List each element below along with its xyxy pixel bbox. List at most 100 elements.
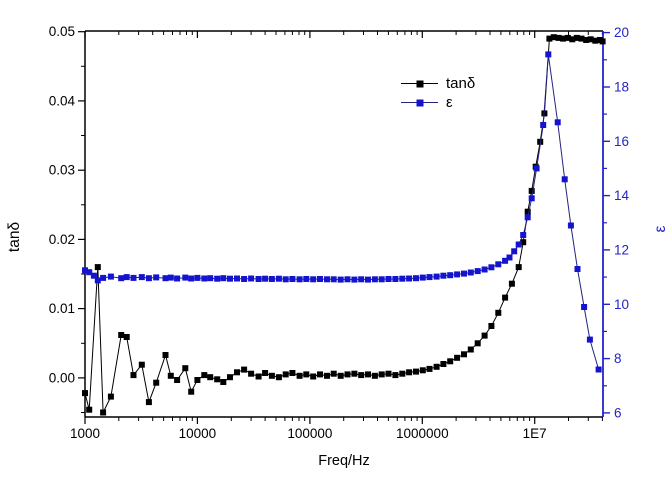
data-point-tand [194,377,201,383]
data-point-tand [454,354,461,361]
data-point-epsilon [524,214,531,221]
data-point-tand [262,370,269,376]
data-point-tand [182,365,189,372]
data-point-tand [365,371,371,378]
legend-item-epsilon: ε [401,93,475,112]
data-point-tand [587,36,594,43]
data-point-tand [426,365,433,372]
data-point-epsilon [495,261,502,268]
data-point-epsilon [406,275,413,282]
data-point-epsilon [324,276,330,283]
legend-line-sample [401,99,438,107]
data-point-epsilon [399,275,406,282]
data-point-epsilon [174,275,181,282]
data-point-tand [337,372,344,379]
data-point-epsilon [545,51,552,58]
data-point-epsilon [488,264,495,271]
data-point-tand [481,332,488,339]
data-point-epsilon [540,122,547,128]
y-left-tick-label: 0.01 [49,301,75,316]
data-point-epsilon [467,269,474,276]
y-left-tick-label: 0.02 [49,232,75,247]
data-point-tand [289,370,296,376]
data-point-tand [599,38,606,45]
data-point-tand [107,393,114,400]
data-point-epsilon [574,266,581,272]
data-point-tand [461,351,467,358]
data-point-epsilon [107,273,114,280]
data-point-epsilon [248,275,255,282]
data-point-tand [167,372,174,379]
data-point-tand [227,374,233,381]
data-point-tand [495,309,502,316]
data-point-tand [351,370,358,377]
data-point-tand [201,372,208,379]
data-point-tand [555,34,562,41]
data-point-epsilon [528,195,535,202]
data-point-tand [86,406,93,413]
data-point-epsilon [268,276,275,282]
y-right-tick-label: 6 [614,405,622,420]
data-point-epsilon [153,274,160,281]
legend-label: tanδ [446,75,476,92]
data-point-tand [296,372,303,379]
data-point-epsilon [227,275,233,282]
y-right-tick-label: 10 [614,297,629,312]
data-point-epsilon [502,257,509,264]
data-point-tand [94,264,101,271]
data-point-tand [515,264,522,271]
data-point-tand [303,371,310,378]
data-point-epsilon [419,274,426,281]
data-point-tand [324,372,330,379]
legend-label: ε [446,94,453,111]
data-point-tand [467,346,474,353]
data-point-tand [392,372,399,379]
data-point-epsilon [94,277,101,284]
data-point-epsilon [201,275,208,282]
data-point-tand [560,35,567,42]
y-left-tick-label: 0.00 [49,370,75,385]
data-point-tand [220,379,227,385]
data-point-epsilon [188,275,195,282]
data-point-epsilon [433,273,440,280]
data-point-epsilon [413,275,419,282]
data-point-epsilon [447,272,454,279]
data-point-tand [282,371,289,378]
data-point-tand [82,390,88,397]
data-point-tand [234,369,240,376]
data-point-epsilon [595,366,602,373]
data-point-epsilon [194,274,201,281]
data-point-epsilon [207,275,214,282]
data-point-tand [385,370,392,377]
data-point-tand [138,361,145,368]
data-point-tand [241,366,248,373]
data-point-epsilon [82,267,88,274]
x-tick-label: 1E7 [523,426,547,441]
data-point-epsilon [515,241,522,248]
square-marker-icon [416,99,423,107]
data-point-epsilon [365,276,371,283]
y-right-tick-label: 18 [614,80,629,95]
data-point-tand [524,208,531,215]
data-point-epsilon [241,276,248,282]
data-point-tand [546,35,553,42]
y-axis-left-title: tanδ [6,221,23,253]
y-right-tick-label: 12 [614,242,629,257]
data-point-epsilon [506,254,513,261]
data-point-tand [406,369,413,376]
data-point-tand [174,377,181,383]
data-point-tand [371,372,378,379]
data-point-epsilon [138,274,145,281]
data-point-tand [502,294,509,301]
series-line-epsilon [84,54,600,370]
data-point-tand [268,372,275,379]
data-point-tand [569,36,576,43]
square-marker-icon [416,80,423,88]
data-point-epsilon [561,176,568,183]
data-point-epsilon [262,275,269,282]
data-point-epsilon [581,304,588,310]
data-point-epsilon [317,276,323,282]
data-point-epsilon [461,270,467,277]
y-right-tick-label: 20 [614,25,629,40]
data-point-epsilon [214,275,221,282]
